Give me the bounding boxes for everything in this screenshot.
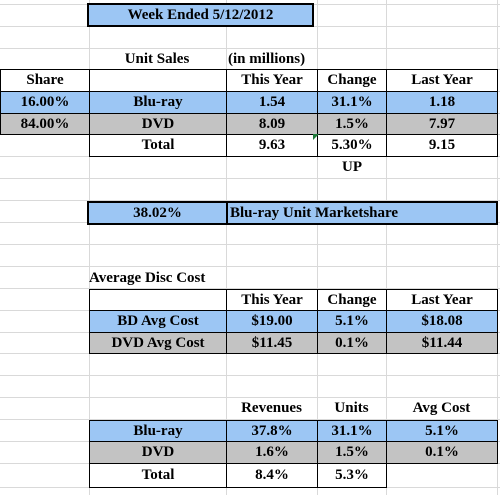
dvd-avg-cost-last-year: $11.44: [386, 332, 498, 354]
bd-avg-cost-last-year: $18.08: [386, 310, 498, 333]
total-last-year: 9.15: [386, 134, 498, 157]
blu-ray-label: Blu-ray: [89, 91, 227, 114]
marketshare-label: Blu-ray Unit Marketshare: [226, 201, 498, 225]
dvd-last-year: 7.97: [386, 113, 498, 135]
week-ended-title: Week Ended 5/12/2012: [87, 3, 314, 27]
rev-col-revenues: Revenues: [241, 400, 302, 416]
rev-dvd-label: DVD: [89, 441, 227, 464]
dvd-this-year: 8.09: [226, 113, 318, 135]
unit-sales-col-change: Change: [317, 69, 387, 92]
avg-disc-cost-title: Average Disc Cost: [89, 269, 206, 286]
blu-ray-last-year: 1.18: [386, 91, 498, 114]
units-note: (in millions): [228, 51, 306, 67]
unit-sales-title: Unit Sales: [124, 51, 190, 67]
avg-cost-col-last-year: Last Year: [386, 289, 498, 311]
total-label: Total: [89, 134, 227, 157]
rev-total-label: Total: [89, 463, 227, 488]
blu-ray-share: 16.00%: [0, 91, 90, 114]
dvd-change: 1.5%: [317, 113, 387, 135]
cell-comment-marker: [313, 134, 319, 140]
blu-ray-this-year: 1.54: [226, 91, 318, 114]
total-change: 5.30%: [317, 134, 387, 157]
rev-dvd-units: 1.5%: [317, 441, 387, 464]
marketshare-value: 38.02%: [87, 201, 228, 225]
rev-dvd-avg-cost: 0.1%: [386, 441, 498, 464]
dvd-share: 84.00%: [0, 113, 90, 135]
rev-blu-ray-units: 31.1%: [317, 420, 387, 442]
rev-blu-ray-label: Blu-ray: [89, 420, 227, 442]
unit-sales-col-last-year: Last Year: [386, 69, 498, 92]
avg-cost-label-header: [89, 289, 227, 311]
unit-sales-col-this-year: This Year: [226, 69, 318, 92]
rev-blu-ray-revenues: 37.8%: [226, 420, 318, 442]
rev-blu-ray-avg-cost: 5.1%: [386, 420, 498, 442]
rev-col-units: Units: [334, 400, 369, 416]
dvd-label: DVD: [89, 113, 227, 135]
bd-avg-cost-this-year: $19.00: [226, 310, 318, 333]
rev-total-revenues: 8.4%: [226, 463, 318, 488]
dvd-avg-cost-label: DVD Avg Cost: [89, 332, 227, 354]
unit-sales-label-header: [89, 69, 227, 92]
total-this-year: 9.63: [226, 134, 318, 157]
rev-col-avg-cost: Avg Cost: [412, 400, 471, 416]
share-header: Share: [0, 69, 90, 92]
rev-dvd-revenues: 1.6%: [226, 441, 318, 464]
avg-cost-col-this-year: This Year: [226, 289, 318, 311]
avg-cost-col-change: Change: [317, 289, 387, 311]
direction-indicator: UP: [342, 159, 362, 175]
dvd-avg-cost-change: 0.1%: [317, 332, 387, 354]
blu-ray-change: 31.1%: [317, 91, 387, 114]
rev-total-units: 5.3%: [317, 463, 387, 488]
bd-avg-cost-change: 5.1%: [317, 310, 387, 333]
bd-avg-cost-label: BD Avg Cost: [89, 310, 227, 333]
dvd-avg-cost-this-year: $11.45: [226, 332, 318, 354]
